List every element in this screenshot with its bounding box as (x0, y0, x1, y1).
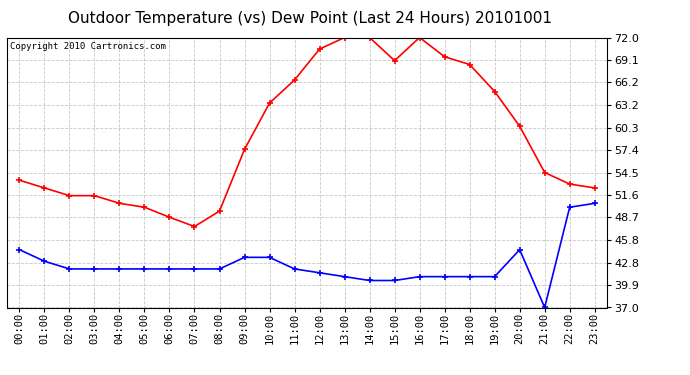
Text: Copyright 2010 Cartronics.com: Copyright 2010 Cartronics.com (10, 42, 166, 51)
Text: Outdoor Temperature (vs) Dew Point (Last 24 Hours) 20101001: Outdoor Temperature (vs) Dew Point (Last… (68, 11, 553, 26)
